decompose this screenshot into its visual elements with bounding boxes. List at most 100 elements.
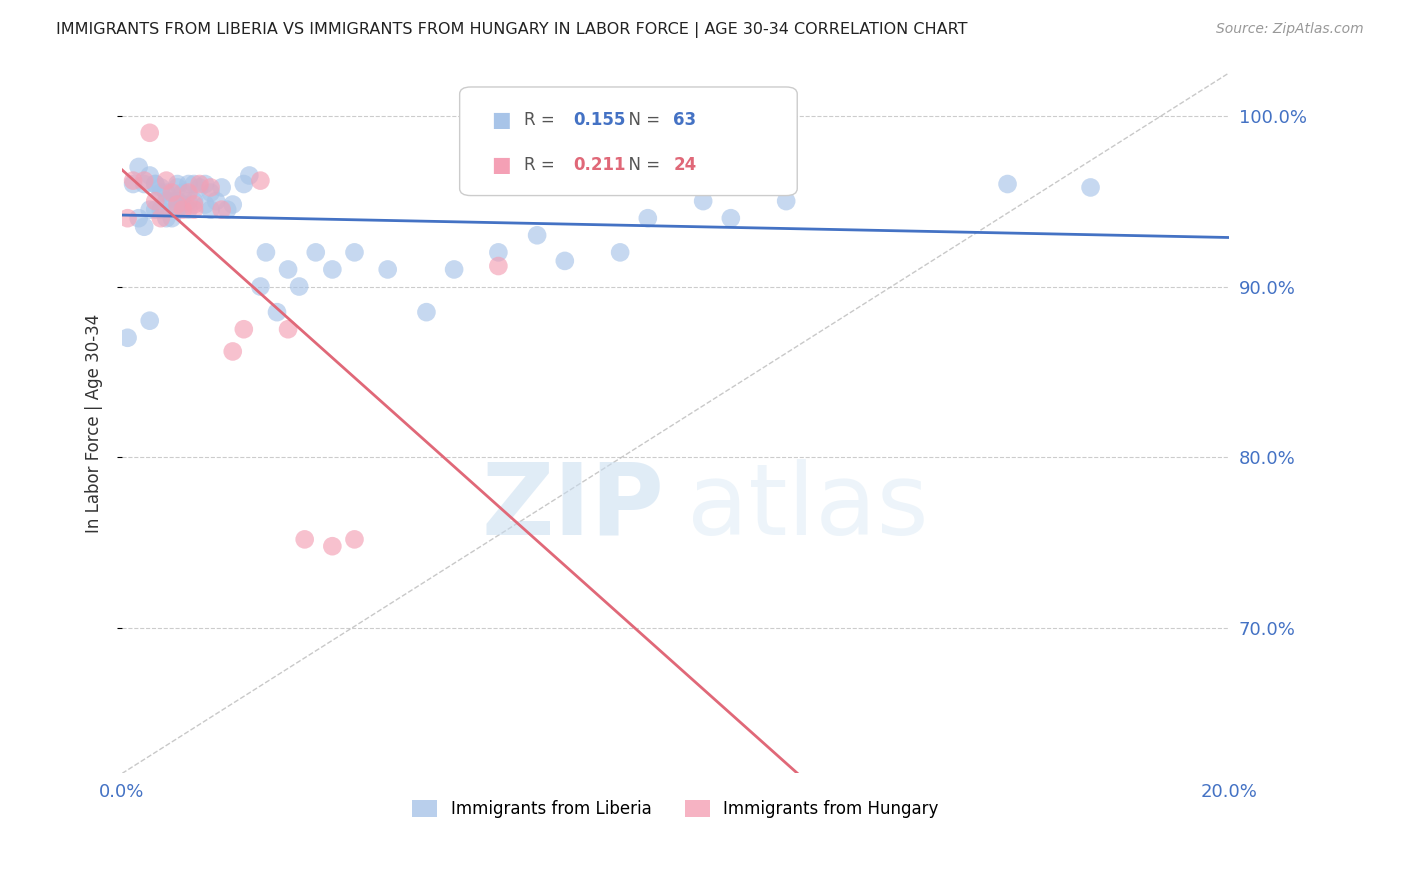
Point (143, 177, 166, 191)
FancyBboxPatch shape (460, 87, 797, 195)
Text: R =: R = (524, 111, 560, 129)
Text: 24: 24 (673, 156, 696, 175)
Point (117, 211, 139, 226)
Point (775, 194, 797, 208)
Point (222, 197, 245, 211)
Point (155, 173, 177, 187)
Point (486, 245, 509, 260)
Point (183, 197, 205, 211)
Point (166, 202, 188, 217)
Point (343, 533, 366, 547)
Point (177, 202, 200, 217)
Point (160, 194, 183, 208)
Point (166, 180, 188, 194)
Point (321, 262, 343, 277)
Point (194, 177, 217, 191)
Point (200, 180, 222, 194)
Point (149, 211, 172, 226)
Point (143, 177, 166, 191)
Point (188, 180, 211, 194)
Point (149, 186, 172, 200)
Point (288, 279, 311, 293)
Point (138, 169, 160, 183)
Point (166, 177, 188, 191)
Point (294, 533, 316, 547)
Point (526, 228, 548, 243)
Point (143, 202, 166, 217)
Point (443, 262, 465, 277)
Point (277, 262, 299, 277)
Text: 63: 63 (673, 111, 696, 129)
Point (194, 197, 217, 211)
Text: atlas: atlas (686, 458, 928, 556)
Point (128, 211, 150, 226)
Point (486, 259, 509, 273)
Point (277, 322, 299, 336)
Point (305, 245, 328, 260)
Point (217, 202, 239, 217)
Point (249, 173, 271, 187)
Text: ■: ■ (491, 155, 510, 176)
Point (177, 177, 200, 191)
Text: N =: N = (617, 156, 665, 175)
Point (183, 194, 205, 208)
Point (720, 211, 742, 226)
Point (222, 344, 245, 359)
Text: Source: ZipAtlas.com: Source: ZipAtlas.com (1216, 22, 1364, 37)
Point (177, 194, 200, 208)
Point (692, 194, 714, 208)
Point (377, 262, 399, 277)
Point (232, 322, 254, 336)
Point (172, 186, 194, 200)
Point (266, 305, 288, 319)
Point (149, 202, 172, 217)
Point (238, 169, 260, 183)
Text: ZIP: ZIP (481, 458, 665, 556)
Point (997, 177, 1019, 191)
Point (155, 194, 177, 208)
Point (122, 173, 145, 187)
Point (343, 245, 366, 260)
Point (1080, 180, 1102, 194)
Point (415, 305, 437, 319)
Point (134, 219, 156, 234)
Point (211, 180, 233, 194)
Point (249, 279, 271, 293)
Point (138, 314, 160, 328)
Point (177, 186, 200, 200)
Point (172, 197, 194, 211)
Point (637, 211, 659, 226)
Point (188, 177, 211, 191)
Point (200, 186, 222, 200)
Point (134, 177, 156, 191)
Point (122, 177, 145, 191)
Point (183, 202, 205, 217)
Point (609, 245, 631, 260)
Point (149, 180, 172, 194)
Text: IMMIGRANTS FROM LIBERIA VS IMMIGRANTS FROM HUNGARY IN LABOR FORCE | AGE 30-34 CO: IMMIGRANTS FROM LIBERIA VS IMMIGRANTS FR… (56, 22, 967, 38)
Point (117, 331, 139, 345)
Point (138, 126, 160, 140)
Point (160, 186, 183, 200)
Point (321, 539, 343, 553)
Point (134, 173, 156, 187)
Text: 0.211: 0.211 (574, 156, 626, 175)
Text: ■: ■ (491, 110, 510, 130)
Text: N =: N = (617, 111, 665, 129)
Point (138, 202, 160, 217)
Point (128, 160, 150, 174)
Point (254, 245, 277, 260)
Text: 0.155: 0.155 (574, 111, 626, 129)
Point (155, 211, 177, 226)
Point (143, 194, 166, 208)
Point (205, 194, 228, 208)
Point (160, 211, 183, 226)
Point (183, 177, 205, 191)
Text: R =: R = (524, 156, 560, 175)
Point (554, 253, 576, 268)
Point (200, 202, 222, 217)
Point (211, 202, 233, 217)
Point (172, 202, 194, 217)
Point (232, 177, 254, 191)
Legend: Immigrants from Liberia, Immigrants from Hungary: Immigrants from Liberia, Immigrants from… (406, 793, 945, 824)
